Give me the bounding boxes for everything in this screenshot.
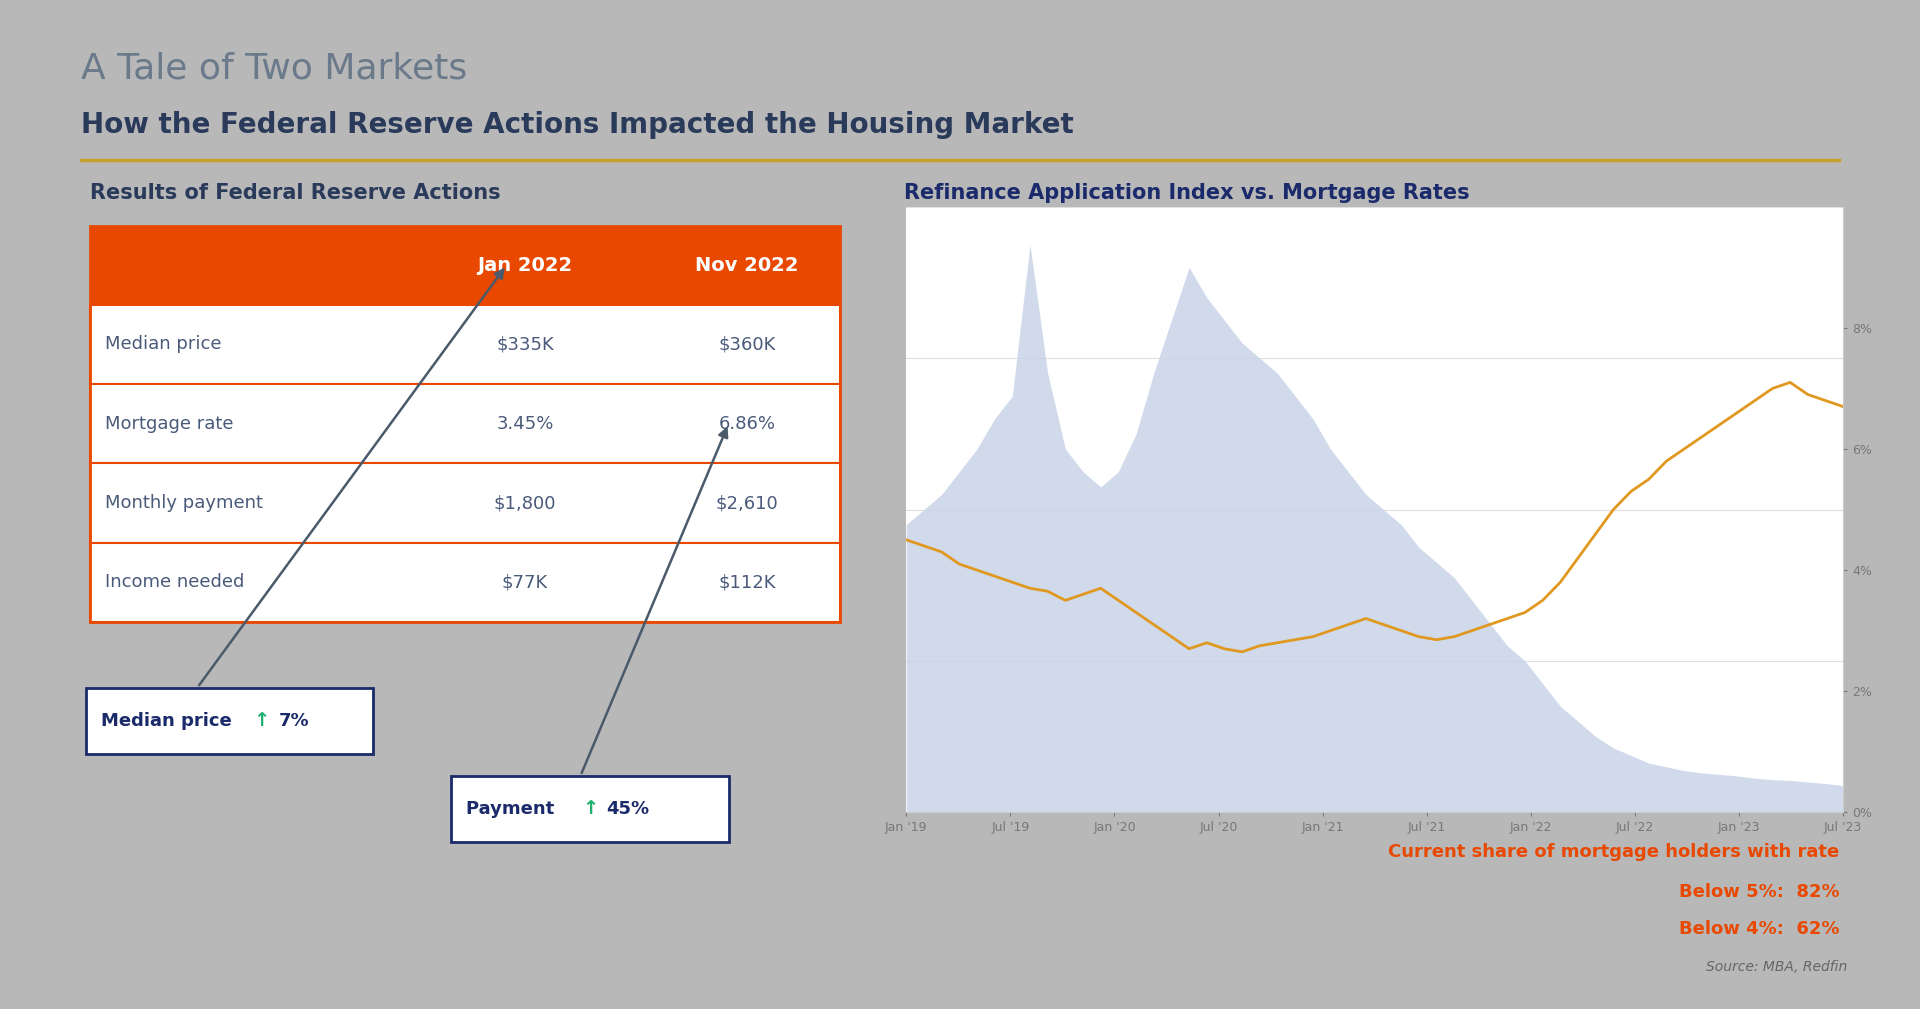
Bar (86, 687, 372, 754)
Bar (90, 226, 839, 622)
Text: Source: MBA, Redfin: Source: MBA, Redfin (1705, 960, 1847, 974)
Text: Current share of mortgage holders with rate: Current share of mortgage holders with r… (1388, 843, 1839, 861)
Bar (90, 305, 839, 384)
Text: Refinance Application Index vs. Mortgage Rates: Refinance Application Index vs. Mortgage… (904, 184, 1471, 203)
Text: 6.86%: 6.86% (718, 415, 776, 433)
Text: $2,610: $2,610 (716, 494, 778, 512)
Text: 7%: 7% (278, 711, 309, 730)
Text: How the Federal Reserve Actions Impacted the Housing Market: How the Federal Reserve Actions Impacted… (81, 111, 1073, 139)
Text: Jan 2022: Jan 2022 (478, 255, 572, 274)
Text: Below 4%:  62%: Below 4%: 62% (1678, 920, 1839, 938)
Bar (451, 776, 730, 843)
Text: Mortgage rate: Mortgage rate (106, 415, 234, 433)
Bar (90, 226, 839, 305)
Text: 45%: 45% (607, 800, 649, 818)
Bar (90, 384, 839, 463)
Text: $360K: $360K (718, 335, 776, 353)
Text: Payment: Payment (467, 800, 561, 818)
Text: $77K: $77K (501, 573, 549, 591)
Text: A Tale of Two Markets: A Tale of Two Markets (81, 52, 467, 86)
Text: Income needed: Income needed (106, 573, 244, 591)
Text: Median price: Median price (106, 335, 221, 353)
Text: $1,800: $1,800 (493, 494, 557, 512)
Text: Results of Federal Reserve Actions: Results of Federal Reserve Actions (90, 184, 501, 203)
Text: Nov 2022: Nov 2022 (695, 255, 799, 274)
Text: $112K: $112K (718, 573, 776, 591)
Text: Median price: Median price (102, 711, 238, 730)
Bar (90, 543, 839, 622)
Text: ↑: ↑ (253, 711, 269, 731)
Text: ↑: ↑ (582, 799, 599, 818)
Text: $335K: $335K (495, 335, 553, 353)
Bar (90, 463, 839, 543)
Text: Below 5%:  82%: Below 5%: 82% (1678, 883, 1839, 901)
Text: Monthly payment: Monthly payment (106, 494, 263, 512)
Text: 3.45%: 3.45% (497, 415, 553, 433)
